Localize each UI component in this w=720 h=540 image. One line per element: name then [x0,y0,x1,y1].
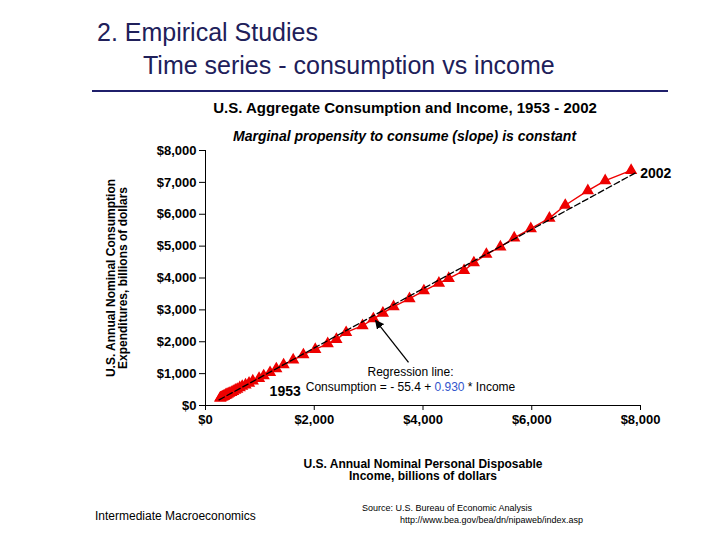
svg-text:$8,000: $8,000 [157,143,197,158]
svg-text:$6,000: $6,000 [512,412,552,427]
svg-text:1953: 1953 [270,383,301,399]
html-text:Marginal propensity to consume: Marginal propensity to consume (slope) i… [233,128,577,144]
svg-text:$1,000: $1,000 [157,366,197,381]
svg-text:U.S. Annual Nominal Consumptio: U.S. Annual Nominal ConsumptionExpenditu… [104,179,130,377]
html-text:2. Empirical Studies: 2. Empirical Studies [97,18,318,46]
svg-text:Consumption = - 55.4 + 0.930 *: Consumption = - 55.4 + 0.930 * Income [306,380,516,394]
svg-text:$7,000: $7,000 [157,175,197,190]
svg-text:Regression line:: Regression line: [367,365,453,379]
svg-text:$0: $0 [182,398,196,413]
svg-text:$3,000: $3,000 [157,302,197,317]
html-text:Time series - consumption vs i: Time series - consumption vs income [143,51,555,79]
svg-text:$2,000: $2,000 [294,412,334,427]
svg-text:$0: $0 [198,412,212,427]
html-text:Intermediate Macroeconomics: Intermediate Macroeconomics [95,509,256,523]
html-text:U.S. Aggregate Consumption and: U.S. Aggregate Consumption and Income, 1… [213,99,597,116]
svg-text:$2,000: $2,000 [157,334,197,349]
svg-text:$4,000: $4,000 [403,412,443,427]
html-text:Source: U.S. Bureau of Economi: Source: U.S. Bureau of Economic Analysis [362,503,533,513]
html-text:http://www.bea.gov/bea/dn/nipa: http://www.bea.gov/bea/dn/nipaweb/index.… [400,515,584,525]
svg-text:$5,000: $5,000 [157,238,197,253]
svg-text:2002: 2002 [640,165,671,181]
svg-text:$4,000: $4,000 [157,270,197,285]
svg-text:$6,000: $6,000 [157,206,197,221]
svg-text:U.S. Annual Nominal Personal D: U.S. Annual Nominal Personal DisposableI… [304,457,543,483]
svg-text:$8,000: $8,000 [621,412,661,427]
